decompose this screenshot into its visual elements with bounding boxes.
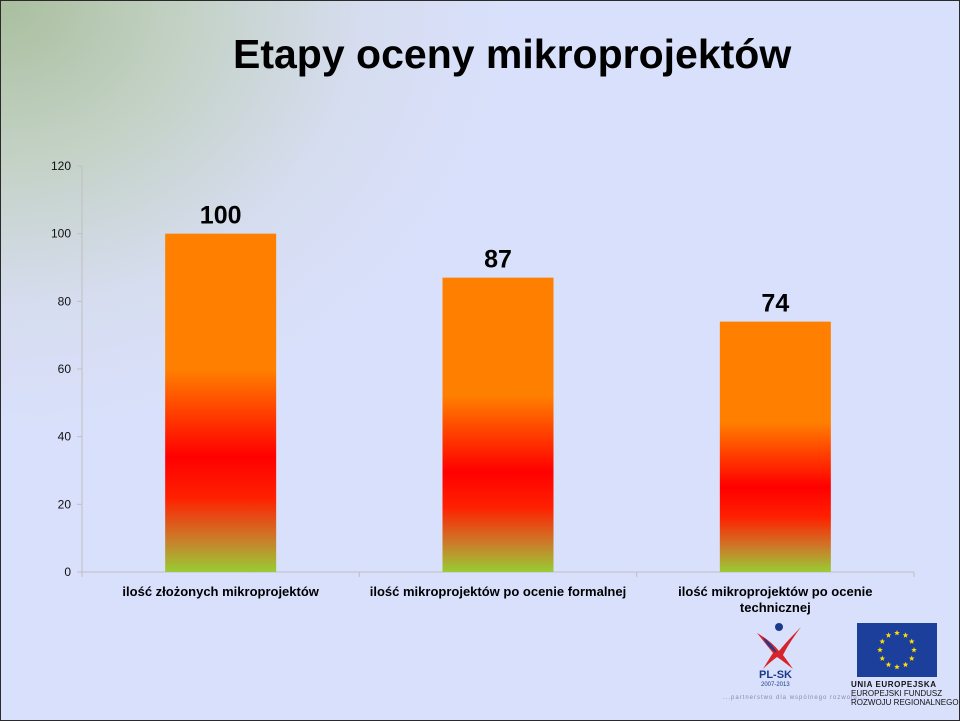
y-tick-label: 20 (58, 497, 72, 511)
pl-sk-logo (743, 619, 809, 693)
category-label-3: technicznej (740, 600, 811, 615)
eu-star (885, 661, 892, 668)
bar-3 (719, 321, 831, 572)
eu-star (879, 638, 886, 644)
y-tick-label: 100 (51, 227, 71, 241)
eu-logo-line3: ROZWOJU REGIONALNEGO (851, 698, 959, 707)
y-tick-label: 80 (58, 294, 72, 308)
data-label-2: 87 (484, 246, 512, 274)
eu-star (902, 632, 909, 638)
eu-star (877, 647, 883, 653)
y-tick-label: 0 (64, 565, 71, 579)
eu-star (908, 655, 915, 661)
footer-tagline: ...partnerstwo dla wspólnego rozwoju... (723, 695, 866, 701)
data-label-1: 100 (200, 202, 242, 230)
eu-star (885, 632, 892, 638)
pl-sk-logo-icon (757, 623, 801, 669)
y-tick-label: 40 (58, 430, 72, 444)
category-label-2: ilość mikroprojektów po ocenie formalnej (370, 584, 626, 599)
category-label-1: ilość złożonych mikroprojektów (122, 584, 319, 599)
bar-2 (442, 277, 554, 572)
labels-layer: 100 ilość złożonych mikroprojektów 87 ilość… (122, 202, 872, 615)
eu-logo-line2: EUROPEJSKI FUNDUSZ (851, 689, 943, 698)
eu-logo-line1: UNIA EUROPEJSKA (851, 680, 937, 689)
bars-layer (165, 233, 831, 572)
eu-flag-icon (857, 623, 937, 677)
eu-star (908, 638, 915, 644)
data-label-3: 74 (761, 290, 789, 318)
pl-sk-logo-name: PL-SK (759, 669, 792, 681)
eu-star (894, 630, 900, 636)
eu-star (902, 661, 909, 668)
pl-sk-logo-years: 2007-2013 (761, 682, 790, 688)
slide-title: Etapy oceny mikroprojektów (233, 31, 792, 77)
eu-star (894, 664, 900, 670)
y-tick-label: 60 (58, 362, 72, 376)
eu-star (879, 655, 886, 661)
bar-1 (165, 233, 277, 572)
eu-star (911, 647, 917, 653)
category-label-3: ilość mikroprojektów po ocenie (678, 584, 872, 599)
y-tick-label: 120 (51, 159, 71, 173)
